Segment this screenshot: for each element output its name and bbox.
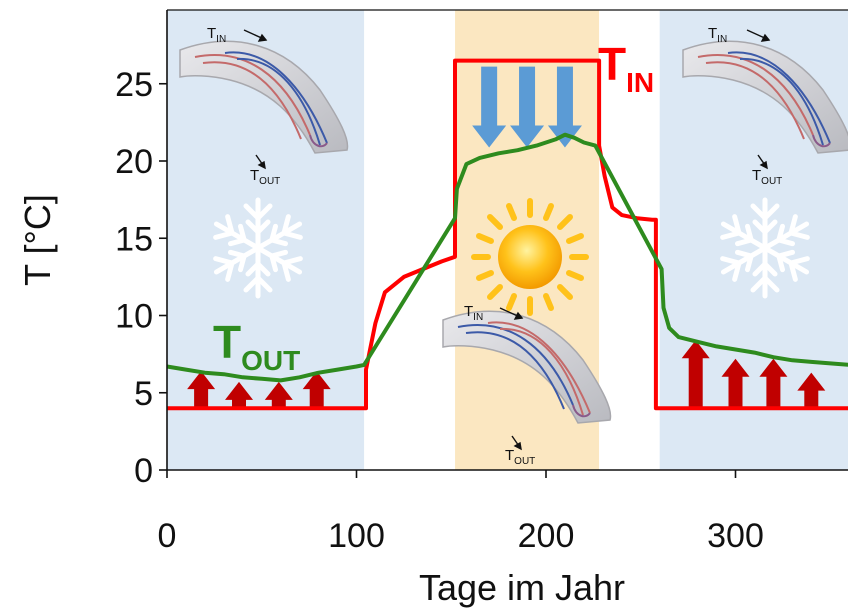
heat-arrow-up <box>225 381 254 408</box>
x-tick-label: 100 <box>328 517 385 555</box>
heat-arrow-up <box>187 371 216 408</box>
heat-arrow-up <box>264 381 293 408</box>
x-tick-label: 0 <box>158 517 177 555</box>
heat-arrow-up <box>681 340 710 408</box>
x-axis-title: Tage im Jahr <box>419 567 625 608</box>
cooling-arrow-down <box>472 66 507 148</box>
heat-arrow-up <box>797 372 826 408</box>
mini-t-out-label: TOUT <box>752 167 782 187</box>
t-out-label: TOUT <box>213 316 300 376</box>
collector-panel-icon <box>179 40 349 154</box>
x-tick-label: 200 <box>518 517 575 555</box>
cooling-arrow-down <box>510 66 545 148</box>
cooling-arrow-down <box>547 66 582 148</box>
mini-t-out-label: TOUT <box>505 447 535 467</box>
y-axis-title: T [°C] <box>17 194 58 286</box>
y-tick-label: 5 <box>134 375 153 413</box>
y-tick-label: 25 <box>115 66 153 104</box>
y-tick-label: 10 <box>115 298 153 336</box>
mini-t-in-label: TIN <box>464 303 483 323</box>
sun-icon <box>471 198 589 316</box>
cooling-arrows <box>472 66 582 148</box>
y-tick-label: 0 <box>134 452 153 490</box>
heat-arrow-up <box>302 371 331 408</box>
y-tick-label: 20 <box>115 143 153 181</box>
snowflake-icon <box>210 197 305 296</box>
mini-t-in-label: TIN <box>708 25 727 45</box>
heat-arrow-up <box>721 358 750 408</box>
y-tick-label: 15 <box>115 220 153 258</box>
axis-ticks: 0 5 10 15 20 25 0 100 200 300 <box>115 66 764 555</box>
heat-arrow-up <box>759 358 788 408</box>
x-tick-label: 300 <box>707 517 764 555</box>
collector-panel-icon <box>682 40 848 154</box>
mini-t-out-label: TOUT <box>250 167 280 187</box>
mini-t-in-label: TIN <box>207 25 226 45</box>
decorations <box>179 40 848 424</box>
collector-panel-icon <box>442 310 612 424</box>
series-line-t-in <box>167 58 848 411</box>
heat-arrows <box>187 340 826 408</box>
t-in-label: TIN <box>598 38 654 98</box>
series-line-t-out <box>166 132 848 383</box>
